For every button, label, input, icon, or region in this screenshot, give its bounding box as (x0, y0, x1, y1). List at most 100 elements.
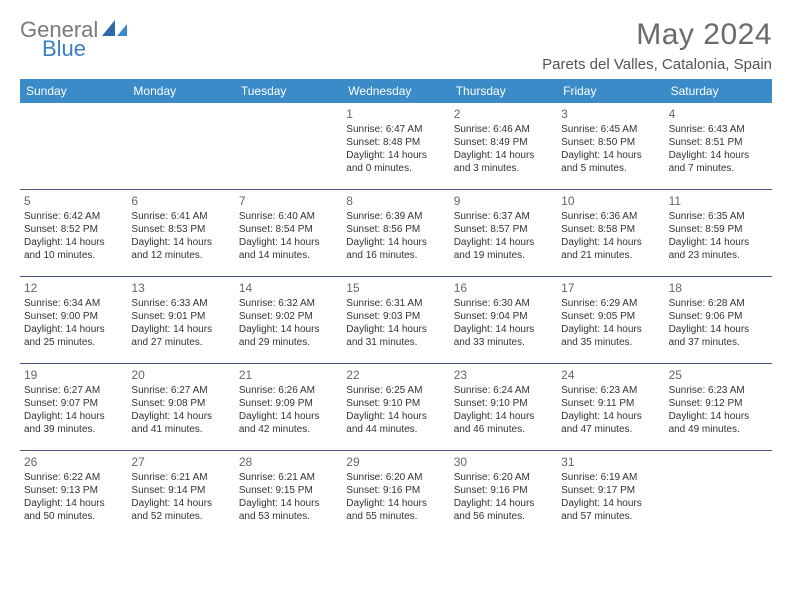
sunrise-line: Sunrise: 6:28 AM (669, 297, 768, 310)
daylight-line: Daylight: 14 hours and 19 minutes. (454, 236, 553, 262)
day-cell: 23Sunrise: 6:24 AMSunset: 9:10 PMDayligh… (450, 364, 557, 450)
day-cell: 26Sunrise: 6:22 AMSunset: 9:13 PMDayligh… (20, 451, 127, 537)
daylight-line: Daylight: 14 hours and 29 minutes. (239, 323, 338, 349)
day-number: 31 (561, 455, 660, 469)
day-cell: 20 Sunrise: 6:27 AMSunset: 9:08 PMDayligh… (127, 364, 234, 450)
day-cell: 27Sunrise: 6:21 AMSunset: 9:14 PMDayligh… (127, 451, 234, 537)
sunset-line: Sunset: 8:56 PM (346, 223, 445, 236)
sunset-line: Sunset: 9:06 PM (669, 310, 768, 323)
day-number: 20 (131, 368, 230, 382)
sunset-line: Sunset: 9:14 PM (131, 484, 230, 497)
day-cell: 12Sunrise: 6:34 AMSunset: 9:00 PMDayligh… (20, 277, 127, 363)
sunrise-line: Sunrise: 6:30 AM (454, 297, 553, 310)
day-cell: 10 Sunrise: 6:36 AMSunset: 8:58 PMDayligh… (557, 190, 664, 276)
sunrise-line: Sunrise: 6:27 AM (24, 384, 123, 397)
sunset-line: Sunset: 9:05 PM (561, 310, 660, 323)
weekday-label: Tuesday (235, 79, 342, 103)
sunrise-line: Sunrise: 6:34 AM (24, 297, 123, 310)
sunset-line: Sunset: 9:15 PM (239, 484, 338, 497)
day-cell: 15Sunrise: 6:31 AMSunset: 9:03 PMDayligh… (342, 277, 449, 363)
daylight-line: Daylight: 14 hours and 27 minutes. (131, 323, 230, 349)
daylight-line: Daylight: 14 hours and 3 minutes. (454, 149, 553, 175)
day-number: 25 (669, 368, 768, 382)
daylight-line: Daylight: 14 hours and 33 minutes. (454, 323, 553, 349)
sunset-line: Sunset: 9:17 PM (561, 484, 660, 497)
day-number: 6 (131, 194, 230, 208)
day-cell: 3Sunrise: 6:45 AMSunset: 8:50 PMDaylight… (557, 103, 664, 189)
weekday-label: Wednesday (342, 79, 449, 103)
day-cell: 22Sunrise: 6:25 AMSunset: 9:10 PMDayligh… (342, 364, 449, 450)
daylight-line: Daylight: 14 hours and 23 minutes. (669, 236, 768, 262)
sunset-line: Sunset: 8:58 PM (561, 223, 660, 236)
sunset-line: Sunset: 8:57 PM (454, 223, 553, 236)
day-number: 12 (24, 281, 123, 295)
sunrise-line: Sunrise: 6:39 AM (346, 210, 445, 223)
day-number: 21 (239, 368, 338, 382)
sunrise-line: Sunrise: 6:19 AM (561, 471, 660, 484)
daylight-line: Daylight: 14 hours and 47 minutes. (561, 410, 660, 436)
day-number: 30 (454, 455, 553, 469)
day-cell: 1Sunrise: 6:47 AMSunset: 8:48 PMDaylight… (342, 103, 449, 189)
calendar-page: General Blue May 2024 Parets del Valles,… (0, 0, 792, 547)
day-cell: 24Sunrise: 6:23 AMSunset: 9:11 PMDayligh… (557, 364, 664, 450)
sunset-line: Sunset: 9:03 PM (346, 310, 445, 323)
sunset-line: Sunset: 9:11 PM (561, 397, 660, 410)
daylight-line: Daylight: 14 hours and 41 minutes. (131, 410, 230, 436)
calendar-grid: 1Sunrise: 6:47 AMSunset: 8:48 PMDaylight… (20, 103, 772, 537)
sunrise-line: Sunrise: 6:43 AM (669, 123, 768, 136)
day-cell: 8 Sunrise: 6:39 AMSunset: 8:56 PMDaylight… (342, 190, 449, 276)
day-number: 1 (346, 107, 445, 121)
daylight-line: Daylight: 14 hours and 46 minutes. (454, 410, 553, 436)
daylight-line: Daylight: 14 hours and 53 minutes. (239, 497, 338, 523)
weekday-label: Sunday (20, 79, 127, 103)
title-block: May 2024 Parets del Valles, Catalonia, S… (542, 18, 772, 73)
sunrise-line: Sunrise: 6:32 AM (239, 297, 338, 310)
daylight-line: Daylight: 14 hours and 21 minutes. (561, 236, 660, 262)
sunrise-line: Sunrise: 6:40 AM (239, 210, 338, 223)
daylight-line: Daylight: 14 hours and 44 minutes. (346, 410, 445, 436)
day-cell: 25Sunrise: 6:23 AMSunset: 9:12 PMDayligh… (665, 364, 772, 450)
day-number: 17 (561, 281, 660, 295)
day-cell (665, 451, 772, 537)
day-number: 8 (346, 194, 445, 208)
sunset-line: Sunset: 9:16 PM (346, 484, 445, 497)
day-cell: 2Sunrise: 6:46 AMSunset: 8:49 PMDaylight… (450, 103, 557, 189)
day-cell (127, 103, 234, 189)
sunrise-line: Sunrise: 6:36 AM (561, 210, 660, 223)
day-number: 22 (346, 368, 445, 382)
day-cell: 30Sunrise: 6:20 AMSunset: 9:16 PMDayligh… (450, 451, 557, 537)
day-cell: 29Sunrise: 6:20 AMSunset: 9:16 PMDayligh… (342, 451, 449, 537)
day-number: 4 (669, 107, 768, 121)
sunrise-line: Sunrise: 6:46 AM (454, 123, 553, 136)
sunset-line: Sunset: 8:51 PM (669, 136, 768, 149)
week-row: 12Sunrise: 6:34 AMSunset: 9:00 PMDayligh… (20, 277, 772, 364)
daylight-line: Daylight: 14 hours and 12 minutes. (131, 236, 230, 262)
sunset-line: Sunset: 8:52 PM (24, 223, 123, 236)
day-number: 23 (454, 368, 553, 382)
sunset-line: Sunset: 9:07 PM (24, 397, 123, 410)
daylight-line: Daylight: 14 hours and 37 minutes. (669, 323, 768, 349)
sunset-line: Sunset: 8:49 PM (454, 136, 553, 149)
sunset-line: Sunset: 8:50 PM (561, 136, 660, 149)
day-cell: 16Sunrise: 6:30 AMSunset: 9:04 PMDayligh… (450, 277, 557, 363)
daylight-line: Daylight: 14 hours and 52 minutes. (131, 497, 230, 523)
day-number: 13 (131, 281, 230, 295)
day-number: 10 (561, 194, 660, 208)
daylight-line: Daylight: 14 hours and 5 minutes. (561, 149, 660, 175)
header: General Blue May 2024 Parets del Valles,… (20, 18, 772, 73)
day-cell: 21Sunrise: 6:26 AMSunset: 9:09 PMDayligh… (235, 364, 342, 450)
sunrise-line: Sunrise: 6:20 AM (454, 471, 553, 484)
daylight-line: Daylight: 14 hours and 35 minutes. (561, 323, 660, 349)
sunrise-line: Sunrise: 6:21 AM (239, 471, 338, 484)
day-number: 27 (131, 455, 230, 469)
sunrise-line: Sunrise: 6:27 AM (131, 384, 230, 397)
day-number: 11 (669, 194, 768, 208)
sunset-line: Sunset: 9:08 PM (131, 397, 230, 410)
sunrise-line: Sunrise: 6:33 AM (131, 297, 230, 310)
day-number: 26 (24, 455, 123, 469)
day-cell: 14Sunrise: 6:32 AMSunset: 9:02 PMDayligh… (235, 277, 342, 363)
sunset-line: Sunset: 8:53 PM (131, 223, 230, 236)
day-number: 7 (239, 194, 338, 208)
sunrise-line: Sunrise: 6:23 AM (669, 384, 768, 397)
daylight-line: Daylight: 14 hours and 16 minutes. (346, 236, 445, 262)
